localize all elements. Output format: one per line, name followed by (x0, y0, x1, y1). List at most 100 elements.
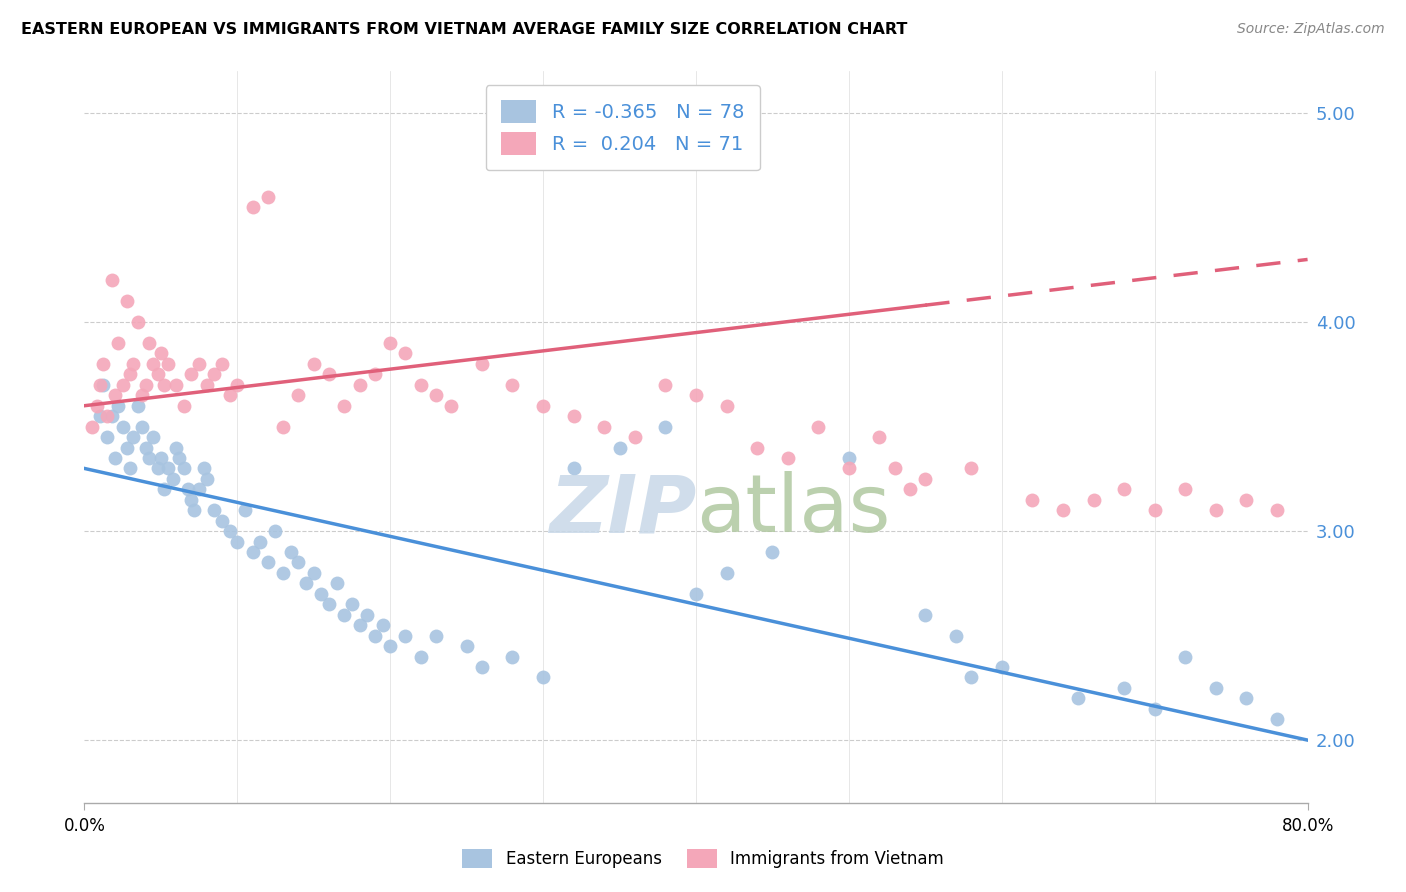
Point (226, 534, 249, 549)
Point (318, 597, 340, 611)
Point (86, 399, 108, 413)
Point (96, 430, 118, 444)
Point (1265, 712, 1288, 726)
Point (1205, 503, 1227, 517)
Point (193, 461, 215, 475)
Point (1174, 483, 1197, 497)
Point (914, 607, 936, 622)
Point (440, 399, 463, 413)
Point (531, 670, 554, 684)
Point (218, 524, 240, 538)
Point (107, 336, 129, 351)
Point (302, 566, 325, 580)
Point (1143, 503, 1166, 517)
Legend: Eastern Europeans, Immigrants from Vietnam: Eastern Europeans, Immigrants from Vietn… (456, 842, 950, 875)
Point (425, 388, 447, 402)
Point (149, 346, 172, 360)
Point (340, 597, 363, 611)
Point (302, 357, 325, 371)
Point (318, 368, 340, 382)
Point (1067, 691, 1090, 706)
Point (1143, 702, 1166, 716)
Text: EASTERN EUROPEAN VS IMMIGRANTS FROM VIETNAM AVERAGE FAMILY SIZE CORRELATION CHAR: EASTERN EUROPEAN VS IMMIGRANTS FROM VIET… (21, 22, 907, 37)
Point (914, 472, 936, 486)
Point (195, 377, 218, 392)
Point (1021, 492, 1043, 507)
Point (747, 441, 769, 455)
Point (202, 503, 225, 517)
Point (1174, 649, 1197, 664)
Point (1265, 503, 1288, 517)
Point (371, 618, 394, 632)
Point (502, 649, 524, 664)
Point (173, 461, 195, 475)
Point (211, 514, 233, 528)
Point (654, 377, 676, 392)
Point (188, 357, 211, 371)
Point (364, 368, 387, 382)
Point (122, 430, 145, 444)
Point (349, 377, 371, 392)
Point (271, 419, 294, 434)
Point (104, 450, 127, 465)
Point (162, 472, 184, 486)
Point (120, 368, 142, 382)
Point (135, 377, 157, 392)
Point (380, 639, 402, 653)
Point (226, 377, 249, 392)
Point (685, 388, 707, 402)
Point (394, 346, 416, 360)
Point (180, 368, 202, 382)
Point (107, 399, 129, 413)
Point (356, 607, 378, 622)
Point (91, 357, 114, 371)
Point (271, 566, 294, 580)
Point (394, 629, 416, 643)
Point (218, 388, 240, 402)
Point (593, 419, 616, 434)
Point (1052, 503, 1074, 517)
Point (142, 357, 165, 371)
Point (142, 430, 165, 444)
Point (960, 461, 983, 475)
Text: ZIP: ZIP (548, 471, 696, 549)
Point (654, 419, 676, 434)
Point (325, 576, 347, 591)
Point (120, 461, 142, 475)
Point (609, 441, 631, 455)
Point (1205, 681, 1227, 695)
Point (91, 377, 114, 392)
Point (127, 315, 149, 329)
Point (991, 660, 1014, 674)
Point (287, 556, 309, 570)
Point (242, 545, 264, 559)
Point (131, 388, 153, 402)
Point (409, 649, 432, 664)
Point (115, 441, 138, 455)
Point (456, 639, 478, 653)
Point (135, 441, 157, 455)
Point (807, 419, 830, 434)
Point (1083, 492, 1105, 507)
Point (146, 368, 169, 382)
Point (146, 461, 169, 475)
Point (409, 377, 432, 392)
Point (167, 450, 190, 465)
Point (716, 566, 738, 580)
Point (960, 670, 983, 684)
Point (122, 357, 145, 371)
Point (776, 450, 799, 465)
Point (380, 336, 402, 351)
Point (101, 409, 124, 424)
Point (202, 368, 225, 382)
Point (945, 629, 967, 643)
Point (188, 483, 211, 497)
Point (562, 461, 585, 475)
Point (471, 660, 494, 674)
Point (264, 524, 287, 538)
Point (165, 441, 187, 455)
Point (562, 409, 585, 424)
Point (153, 377, 176, 392)
Point (157, 357, 180, 371)
Point (89, 409, 111, 424)
